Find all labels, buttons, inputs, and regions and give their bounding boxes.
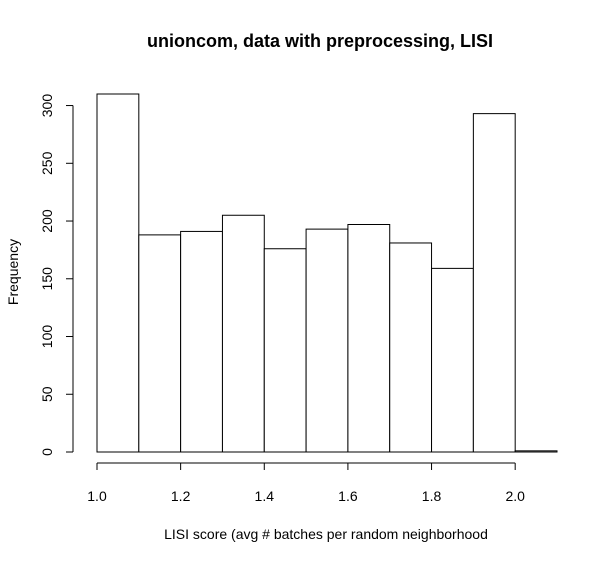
x-tick-label-1.2: 1.2	[171, 488, 191, 504]
histogram-bar-1	[96, 93, 140, 453]
histogram-bar-2	[138, 234, 182, 453]
histogram-bar-5	[263, 248, 307, 453]
histogram-bar-10	[472, 113, 516, 453]
y-axis-label: Frequency	[5, 239, 21, 305]
y-tick-label-50: 50	[39, 386, 55, 402]
x-axis: 1.0 1.2 1.4 1.6 1.8 2.0	[87, 462, 525, 504]
x-tick-label-2.0: 2.0	[505, 488, 525, 504]
histogram-bar-8	[389, 242, 433, 453]
histogram-bar-6	[305, 228, 349, 453]
y-tick-label-100: 100	[39, 325, 55, 349]
y-axis: 0 50 100 150 200 250 300	[39, 94, 74, 456]
y-tick-label-300: 300	[39, 94, 55, 118]
y-tick-label-0: 0	[39, 448, 55, 456]
x-axis-label: LISI score (avg # batches per random nei…	[164, 526, 488, 542]
x-tick-label-1.6: 1.6	[338, 488, 358, 504]
chart-title: unioncom, data with preprocessing, LISI	[147, 31, 493, 51]
x-tick-label-1.4: 1.4	[255, 488, 275, 504]
histogram-bar-4	[221, 214, 265, 453]
y-tick-label-200: 200	[39, 209, 55, 233]
histogram-bar-3	[180, 230, 223, 453]
x-tick-label-1.8: 1.8	[422, 488, 442, 504]
y-tick-label-150: 150	[39, 267, 55, 291]
histogram-bars	[96, 93, 558, 453]
y-tick-label-250: 250	[39, 151, 55, 175]
x-tick-label-1.0: 1.0	[87, 488, 107, 504]
histogram-bar-7	[347, 223, 391, 453]
histogram-bar-9	[431, 267, 474, 453]
histogram-bar-11	[514, 450, 558, 453]
